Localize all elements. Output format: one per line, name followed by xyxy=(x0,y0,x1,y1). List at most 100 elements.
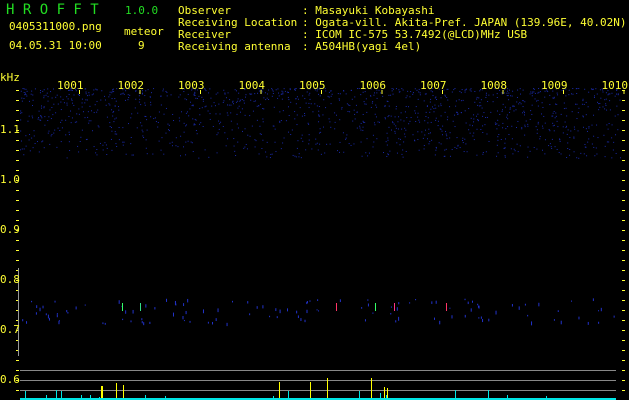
noise-dot xyxy=(372,134,374,136)
noise-dot xyxy=(567,129,569,131)
noise-dot xyxy=(485,94,487,96)
noise-dot xyxy=(310,103,312,105)
y-tick xyxy=(16,190,19,191)
noise-dot xyxy=(404,133,406,135)
noise-dot xyxy=(182,315,184,320)
noise-dot xyxy=(533,88,535,90)
noise-dot xyxy=(193,124,195,126)
noise-dot xyxy=(601,88,603,90)
noise-dot xyxy=(616,88,618,90)
x-axis-label: 1003 xyxy=(178,79,205,92)
noise-dot xyxy=(447,99,449,101)
noise-dot xyxy=(550,88,552,90)
noise-dot xyxy=(362,91,364,93)
noise-dot xyxy=(23,148,25,150)
y-tick xyxy=(16,350,19,351)
noise-dot xyxy=(239,100,241,102)
noise-dot xyxy=(398,138,400,140)
noise-dot xyxy=(163,113,165,115)
y-tick xyxy=(16,390,19,391)
noise-dot xyxy=(588,126,590,128)
noise-dot xyxy=(418,88,420,90)
noise-dot xyxy=(537,121,539,123)
noise-dot xyxy=(25,94,27,96)
noise-dot xyxy=(241,108,243,110)
meteor-echo xyxy=(336,303,337,311)
noise-dot xyxy=(409,96,411,98)
noise-dot xyxy=(85,139,87,141)
noise-dot xyxy=(361,307,363,309)
noise-dot xyxy=(92,93,94,95)
noise-dot xyxy=(507,88,509,90)
noise-dot xyxy=(438,105,440,107)
noise-dot xyxy=(539,91,541,93)
noise-dot xyxy=(602,106,604,108)
noise-dot xyxy=(104,99,106,101)
meteor-count: 9 xyxy=(138,39,145,52)
noise-dot xyxy=(523,110,525,112)
count-bar xyxy=(488,390,489,398)
noise-dot xyxy=(512,90,514,92)
noise-dot xyxy=(135,90,137,92)
noise-dot xyxy=(427,122,429,124)
noise-dot xyxy=(468,108,470,110)
noise-dot xyxy=(70,110,72,112)
noise-dot xyxy=(290,101,292,103)
location-label: Receiving Location xyxy=(178,16,298,29)
noise-dot xyxy=(288,99,290,101)
noise-dot xyxy=(168,124,170,126)
noise-dot xyxy=(530,91,532,93)
noise-dot xyxy=(43,107,45,109)
noise-dot xyxy=(384,106,386,108)
noise-dot xyxy=(101,90,103,92)
noise-dot xyxy=(563,108,565,110)
noise-dot xyxy=(66,157,68,159)
noise-dot xyxy=(559,140,561,142)
y-tick xyxy=(622,280,625,281)
location-value: : Ogata-vill. Akita-Pref. JAPAN (139.96E… xyxy=(302,16,627,29)
noise-dot xyxy=(388,105,390,107)
noise-dot xyxy=(397,128,399,130)
y-tick xyxy=(622,220,625,221)
noise-dot xyxy=(604,156,606,158)
noise-dot xyxy=(482,132,484,134)
noise-dot xyxy=(238,105,240,107)
noise-dot xyxy=(486,133,488,135)
noise-dot xyxy=(316,142,318,144)
x-tick xyxy=(563,90,564,94)
noise-dot xyxy=(617,94,619,96)
noise-dot xyxy=(227,114,229,116)
noise-dot xyxy=(260,103,262,105)
count-bar xyxy=(546,396,547,398)
noise-dot xyxy=(506,114,508,116)
noise-dot xyxy=(367,155,369,157)
noise-dot xyxy=(80,88,82,90)
noise-dot xyxy=(522,106,524,108)
noise-dot xyxy=(352,120,354,122)
noise-dot xyxy=(531,113,533,115)
noise-dot xyxy=(229,99,231,101)
noise-dot xyxy=(577,112,579,114)
noise-dot xyxy=(37,118,39,120)
noise-dot xyxy=(362,120,364,122)
unit-label: kHz xyxy=(0,71,20,84)
noise-dot xyxy=(287,96,289,98)
noise-dot xyxy=(192,105,194,107)
noise-dot xyxy=(405,129,407,131)
noise-dot xyxy=(21,148,23,150)
app-version: 1.0.0 xyxy=(125,4,159,17)
noise-dot xyxy=(268,98,270,100)
noise-dot xyxy=(549,94,551,96)
noise-dot xyxy=(597,137,599,139)
y-tick xyxy=(622,100,625,101)
noise-dot xyxy=(517,89,519,91)
noise-dot xyxy=(305,102,307,104)
noise-dot xyxy=(542,106,544,108)
noise-dot xyxy=(45,313,47,316)
noise-dot xyxy=(108,96,110,98)
noise-dot xyxy=(480,99,482,101)
noise-dot xyxy=(53,103,55,105)
noise-dot xyxy=(99,142,101,144)
noise-dot xyxy=(35,312,37,315)
noise-dot xyxy=(595,88,597,90)
